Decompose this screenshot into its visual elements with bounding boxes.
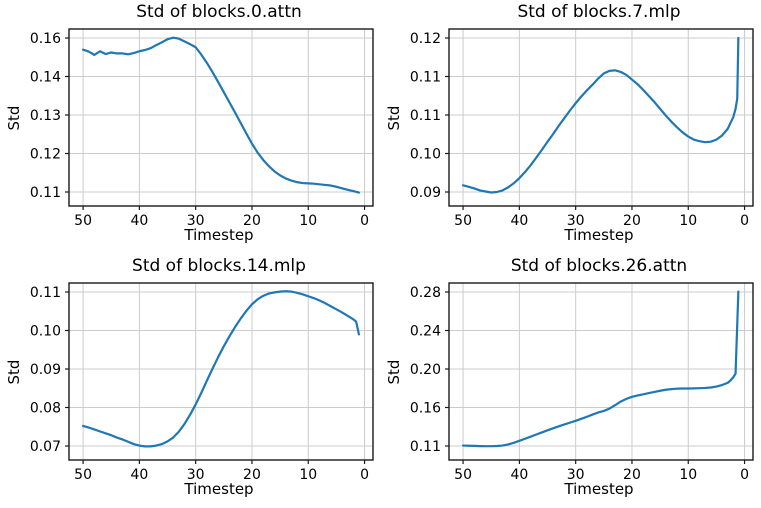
subplot-blocks-26-attn: 50 40 30 20 10 0 0.28 0.24 0.20 0.16 0.11 Std of b… xyxy=(380,254,761,508)
series-line xyxy=(461,36,740,194)
y-tick-label: 0.11 xyxy=(410,70,441,86)
y-tick-label: 0.20 xyxy=(410,362,441,378)
subplot-blocks-7-mlp: 50 40 30 20 10 0 0.12 0.11 0.11 0.10 0.09 Std of b… xyxy=(380,0,761,254)
x-tick-label: 50 xyxy=(74,213,92,229)
x-tick-label: 0 xyxy=(360,467,369,483)
y-tick-label: 0.11 xyxy=(410,108,441,124)
plot-title: Std of blocks.26.attn xyxy=(510,256,688,276)
x-tick-label: 20 xyxy=(623,213,641,229)
plot-title: Std of blocks.7.mlp xyxy=(517,2,681,22)
x-tick-label: 0 xyxy=(360,213,369,229)
x-tick-label: 40 xyxy=(510,213,528,229)
x-tick-label: 30 xyxy=(187,213,205,229)
y-tick-label: 0.11 xyxy=(30,285,61,301)
y-tick-label: 0.10 xyxy=(30,324,61,340)
x-axis-label: Timestep xyxy=(184,480,254,498)
x-tick-label: 50 xyxy=(454,213,472,229)
y-tick-label: 0.08 xyxy=(30,401,61,417)
plot-area-blocks-26-attn: 50 40 30 20 10 0 0.28 0.24 0.20 0.16 0.11 xyxy=(410,282,754,483)
plot-area-blocks-7-mlp: 50 40 30 20 10 0 0.12 0.11 0.11 0.10 0.09 xyxy=(410,28,754,229)
series-line xyxy=(81,36,361,194)
x-axis-label: Timestep xyxy=(564,480,634,498)
x-axis-label: Timestep xyxy=(184,226,254,244)
y-tick-label: 0.12 xyxy=(30,147,61,163)
x-tick-label: 0 xyxy=(740,213,749,229)
x-tick-label: 30 xyxy=(187,467,205,483)
x-tick-label: 0 xyxy=(740,467,749,483)
x-tick-label: 10 xyxy=(299,467,317,483)
y-tick-label: 0.11 xyxy=(30,185,61,201)
plot-title: Std of blocks.0.attn xyxy=(136,2,302,22)
y-axis-label: Std xyxy=(385,359,403,385)
y-tick-label: 0.10 xyxy=(410,147,441,163)
x-tick-label: 30 xyxy=(567,213,585,229)
x-tick-label: 10 xyxy=(679,467,697,483)
y-tick-label: 0.09 xyxy=(410,185,441,201)
plot-spines xyxy=(68,282,374,461)
y-axis-label: Std xyxy=(5,359,23,385)
series-line xyxy=(81,290,361,448)
y-tick-label: 0.24 xyxy=(410,324,441,340)
y-tick-label: 0.09 xyxy=(30,362,61,378)
subplot-blocks-0-attn: 50 40 30 20 10 0 0.16 0.14 0.13 0.12 0.11 Std of b… xyxy=(0,0,381,254)
x-tick-label: 40 xyxy=(130,213,148,229)
x-tick-label: 40 xyxy=(510,467,528,483)
y-tick-label: 0.13 xyxy=(30,108,61,124)
x-tick-label: 40 xyxy=(130,467,148,483)
plot-spines xyxy=(448,282,754,461)
series-line xyxy=(461,290,740,448)
plot-area-blocks-0-attn: 50 40 30 20 10 0 0.16 0.14 0.13 0.12 0.11 xyxy=(30,28,374,229)
x-tick-label: 30 xyxy=(567,467,585,483)
y-tick-label: 0.16 xyxy=(410,401,441,417)
y-axis-label: Std xyxy=(385,105,403,131)
x-tick-label: 50 xyxy=(74,467,92,483)
x-tick-label: 20 xyxy=(623,467,641,483)
y-tick-label: 0.28 xyxy=(410,285,441,301)
y-tick-label: 0.16 xyxy=(30,31,61,47)
y-tick-label: 0.07 xyxy=(30,439,61,455)
x-tick-label: 20 xyxy=(243,213,261,229)
x-tick-label: 10 xyxy=(299,213,317,229)
y-tick-label: 0.12 xyxy=(410,31,441,47)
x-tick-label: 10 xyxy=(679,213,697,229)
x-tick-label: 20 xyxy=(243,467,261,483)
y-axis-label: Std xyxy=(5,105,23,131)
x-axis-label: Timestep xyxy=(564,226,634,244)
plot-spines xyxy=(448,28,754,207)
plot-title: Std of blocks.14.mlp xyxy=(132,256,306,276)
x-tick-label: 50 xyxy=(454,467,472,483)
plot-spines xyxy=(68,28,374,207)
subplot-blocks-14-mlp: 50 40 30 20 10 0 0.11 0.10 0.09 0.08 0.07 Std of b… xyxy=(0,254,381,508)
plot-area-blocks-14-mlp: 50 40 30 20 10 0 0.11 0.10 0.09 0.08 0.07 xyxy=(30,282,374,483)
y-tick-label: 0.11 xyxy=(410,439,441,455)
y-tick-label: 0.14 xyxy=(30,70,61,86)
